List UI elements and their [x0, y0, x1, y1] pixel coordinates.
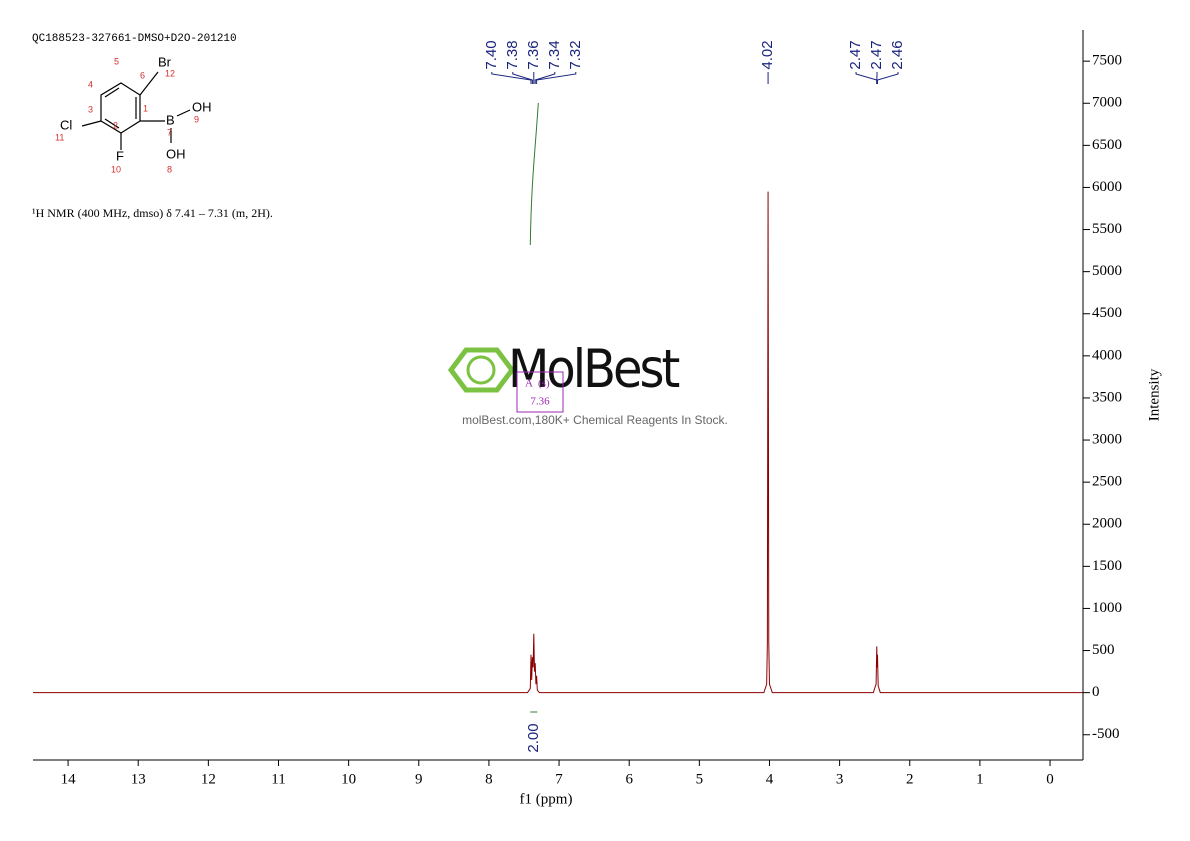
peak-label: 2.47: [868, 40, 885, 69]
peak-label: 7.34: [546, 40, 563, 69]
spectrum-line: [33, 191, 1083, 694]
y-tick-label: 1000: [1092, 600, 1122, 616]
atom: OH: [166, 146, 186, 161]
x-tick-label: 1: [976, 771, 984, 787]
x-tick-label: 9: [415, 771, 423, 787]
watermark-logo: [447, 347, 516, 393]
peak-connector: [876, 72, 899, 84]
y-tick-label: -500: [1092, 726, 1120, 742]
nmr-description: ¹H NMR (400 MHz, dmso) δ 7.41 – 7.31 (m,…: [32, 206, 273, 220]
atom-number: 12: [165, 68, 175, 78]
y-tick-label: 2500: [1092, 474, 1122, 490]
x-tick-label: 4: [766, 771, 774, 787]
peak-label: 7.40: [483, 40, 500, 69]
integral-curve: [529, 102, 539, 246]
peak-label: 7.32: [567, 40, 584, 69]
y-tick-label: 6000: [1092, 179, 1122, 195]
peak-label: 4.02: [759, 40, 776, 69]
atom-number: 3: [88, 104, 93, 114]
y-tick-label: 0: [1092, 684, 1100, 700]
y-tick-label: 5500: [1092, 221, 1122, 237]
x-tick-label: 11: [271, 771, 285, 787]
y-tick-label: 4000: [1092, 347, 1122, 363]
x-tick-label: 12: [201, 771, 216, 787]
x-tick-label: 5: [696, 771, 704, 787]
atom-number: 4: [88, 79, 93, 89]
atom: OH: [192, 99, 212, 114]
atom: F: [116, 148, 124, 163]
y-tick-label: 3500: [1092, 389, 1122, 405]
multiplet-shift: 7.36: [530, 396, 550, 408]
atom-number: 9: [194, 114, 199, 124]
atom: Cl: [60, 117, 72, 132]
multiplet-box: [516, 371, 564, 413]
atom-number: 10: [111, 164, 121, 174]
y-tick-label: 2000: [1092, 516, 1122, 532]
atom: B: [166, 112, 175, 127]
y-tick-label: 3000: [1092, 431, 1122, 447]
peak-connector: [536, 72, 577, 84]
y-tick-label: 1500: [1092, 558, 1122, 574]
peak-label: 2.47: [847, 40, 864, 69]
multiplet-shape: (s): [538, 378, 550, 390]
x-tick-label: 3: [836, 771, 844, 787]
x-tick-label: 7: [555, 771, 563, 787]
y-tick-label: 500: [1092, 642, 1115, 658]
molecule: [81, 71, 191, 150]
y-tick-label: 7500: [1092, 53, 1122, 69]
x-tick-label: 2: [906, 771, 914, 787]
atom-number: 8: [167, 164, 172, 174]
sample-name: QC188523-327661-DMSO+D2O-201210: [32, 33, 237, 45]
peak-connector: [491, 72, 532, 84]
peak-connector: [855, 72, 878, 84]
watermark-brand: MolBest: [508, 338, 680, 400]
x-axis-label: f1 (ppm): [520, 791, 573, 807]
atom-number: 2: [113, 120, 118, 130]
y-axis-label: Intensity: [1146, 368, 1162, 421]
x-tick-label: 10: [341, 771, 356, 787]
x-tick-label: 14: [61, 771, 77, 787]
y-tick-label: 5000: [1092, 263, 1122, 279]
atom-number: 7: [167, 127, 172, 137]
multiplet-letter: A: [525, 378, 533, 390]
x-tick-label: 6: [625, 771, 633, 787]
atom-number: 11: [55, 132, 64, 142]
integral-label: 2.00: [525, 723, 542, 752]
x-tick-label: 13: [131, 771, 146, 787]
atom: Br: [158, 54, 172, 69]
y-tick-label: 7000: [1092, 95, 1122, 111]
x-tick-label: 0: [1046, 771, 1054, 787]
peak-label: 7.36: [525, 40, 542, 69]
y-tick-label: 4500: [1092, 305, 1122, 321]
peak-label: 7.38: [504, 40, 521, 69]
x-tick-label: 8: [485, 771, 493, 787]
watermark-tagline: molBest.com,180K+ Chemical Reagents In S…: [462, 413, 728, 427]
atom-number: 5: [114, 56, 119, 66]
peak-label: 2.46: [889, 40, 906, 69]
atom-number: 1: [143, 103, 148, 113]
atom-number: 6: [140, 70, 145, 80]
peak-connector: [534, 72, 556, 84]
peak-connector: [512, 72, 533, 84]
y-tick-label: 6500: [1092, 137, 1122, 153]
